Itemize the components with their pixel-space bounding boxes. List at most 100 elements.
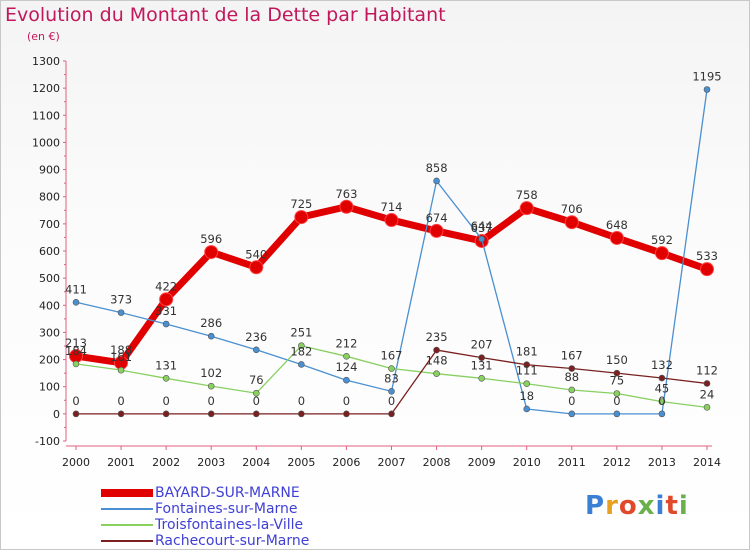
data-point bbox=[703, 380, 711, 387]
data-point bbox=[613, 410, 621, 418]
data-label: 0 bbox=[658, 394, 665, 408]
data-label: 0 bbox=[162, 394, 169, 408]
data-label: 83 bbox=[384, 371, 399, 385]
y-tick-label: 1200 bbox=[32, 82, 60, 95]
data-point bbox=[294, 210, 309, 225]
data-point bbox=[433, 346, 440, 354]
data-label: 167 bbox=[381, 349, 403, 363]
data-label: 0 bbox=[388, 394, 395, 408]
data-point bbox=[519, 201, 534, 216]
data-point bbox=[162, 410, 170, 418]
data-point bbox=[298, 410, 305, 418]
data-point bbox=[658, 398, 666, 405]
data-label: 422 bbox=[155, 279, 177, 293]
data-label: 714 bbox=[381, 200, 403, 214]
data-point bbox=[523, 405, 531, 413]
data-label: 0 bbox=[208, 394, 215, 408]
data-point bbox=[613, 369, 621, 377]
data-label: 0 bbox=[298, 394, 305, 408]
x-tick-label: 2014 bbox=[693, 456, 721, 469]
data-label: 637 bbox=[471, 221, 493, 235]
data-label: 758 bbox=[516, 188, 538, 202]
data-label: 131 bbox=[471, 358, 493, 372]
x-tick-label: 2013 bbox=[648, 456, 676, 469]
data-point bbox=[658, 374, 666, 382]
y-tick-label: 300 bbox=[39, 326, 60, 339]
data-point bbox=[117, 410, 125, 418]
data-point bbox=[388, 388, 395, 395]
data-label: 188 bbox=[110, 343, 132, 357]
data-point bbox=[117, 366, 125, 374]
data-point bbox=[478, 354, 485, 361]
line-chart: -100010020030040050060070080090010001100… bbox=[32, 55, 722, 469]
logo-letter: i bbox=[655, 491, 666, 521]
data-point bbox=[72, 360, 80, 368]
data-point bbox=[72, 410, 80, 418]
data-point bbox=[252, 410, 260, 418]
data-label: 0 bbox=[72, 394, 79, 408]
data-label: 184 bbox=[65, 344, 87, 358]
data-point bbox=[429, 223, 444, 238]
data-label: 0 bbox=[613, 394, 620, 408]
data-point bbox=[339, 199, 354, 214]
proxiti-logo: Proxiti bbox=[585, 491, 689, 521]
x-tick-label: 2007 bbox=[378, 456, 406, 469]
data-point bbox=[343, 376, 350, 384]
data-label: 131 bbox=[155, 358, 177, 372]
data-label: 674 bbox=[426, 211, 448, 225]
data-point bbox=[433, 177, 440, 185]
logo-letter: r bbox=[605, 491, 619, 521]
data-point bbox=[523, 361, 531, 369]
data-label: 533 bbox=[696, 249, 718, 263]
data-point bbox=[568, 410, 576, 418]
logo-letter: i bbox=[678, 491, 689, 521]
logo-letter: x bbox=[637, 491, 656, 521]
y-tick-label: 400 bbox=[39, 299, 60, 312]
legend-label: BAYARD-SUR-MARNE bbox=[155, 485, 300, 501]
data-point bbox=[204, 245, 219, 260]
data-point bbox=[568, 386, 576, 394]
data-label: 235 bbox=[426, 330, 448, 344]
data-point bbox=[613, 390, 621, 397]
data-point bbox=[249, 260, 264, 275]
data-label: 18 bbox=[519, 389, 534, 403]
data-point bbox=[207, 332, 215, 340]
data-point bbox=[703, 404, 711, 411]
data-label: 112 bbox=[696, 363, 718, 377]
data-label: 0 bbox=[117, 394, 124, 408]
data-point bbox=[433, 370, 440, 377]
data-label: 124 bbox=[335, 360, 357, 374]
y-tick-label: -100 bbox=[35, 435, 60, 448]
x-tick-label: 2006 bbox=[332, 456, 360, 469]
x-tick-label: 2012 bbox=[603, 456, 631, 469]
x-tick-label: 2001 bbox=[107, 456, 135, 469]
data-label: 286 bbox=[200, 316, 222, 330]
data-point bbox=[343, 353, 350, 360]
data-label: 148 bbox=[426, 354, 448, 368]
data-label: 102 bbox=[200, 366, 222, 380]
logo-letter: o bbox=[618, 491, 638, 521]
data-label: 858 bbox=[426, 161, 448, 175]
data-point bbox=[298, 342, 305, 350]
data-label: 111 bbox=[516, 364, 538, 378]
y-tick-label: 0 bbox=[53, 408, 60, 421]
y-tick-label: 100 bbox=[39, 381, 60, 394]
data-label: 167 bbox=[561, 349, 583, 363]
legend-label: Fontaines-sur-Marne bbox=[155, 501, 298, 517]
data-point bbox=[117, 309, 125, 316]
data-point bbox=[162, 374, 170, 382]
data-label: 207 bbox=[471, 338, 493, 352]
legend-swatch bbox=[101, 524, 153, 526]
data-label: 88 bbox=[564, 370, 579, 384]
data-label: 0 bbox=[253, 394, 260, 408]
data-label: 373 bbox=[110, 293, 132, 307]
data-label: 45 bbox=[655, 382, 670, 396]
data-point bbox=[609, 230, 624, 245]
data-point bbox=[564, 215, 579, 230]
data-label: 540 bbox=[245, 247, 267, 261]
y-tick-label: 500 bbox=[39, 272, 60, 285]
data-label: 213 bbox=[65, 336, 87, 350]
data-point bbox=[384, 213, 399, 228]
y-tick-label: 1100 bbox=[32, 109, 60, 122]
